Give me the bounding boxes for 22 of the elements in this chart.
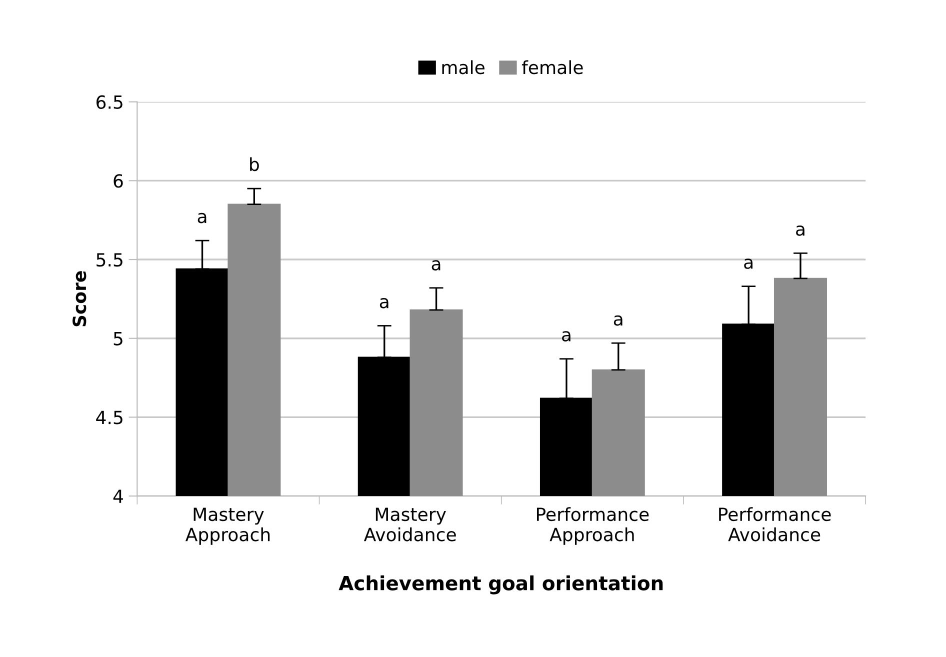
data-label: a [198, 212, 206, 224]
legend-label: male [442, 60, 484, 74]
data-label: a [562, 331, 570, 342]
x-axis-title: Achievement goal orientation [338, 575, 663, 594]
y-axis-title: Score [72, 271, 86, 326]
y-tick-label: 5.5 [96, 253, 122, 267]
x-tick-label: Mastery Approach [185, 508, 270, 545]
y-tick-label: 6.5 [96, 95, 122, 109]
y-tick-label: 6 [114, 174, 123, 188]
y-tick-label: 4 [113, 490, 123, 503]
data-label: a [744, 258, 752, 269]
y-tick-label: 4.5 [96, 410, 122, 424]
legend-label: female [522, 60, 583, 74]
y-tick-label: 5 [114, 332, 122, 346]
data-label: a [380, 298, 388, 308]
data-label: a [432, 260, 440, 271]
x-tick-label: Performance Avoidance [719, 507, 831, 542]
data-label: a [614, 315, 622, 326]
x-tick-label: Performance Approach [537, 507, 649, 545]
data-label: a [796, 225, 804, 236]
data-label: b [250, 157, 259, 172]
x-tick-label: Mastery Avoidance [364, 508, 456, 542]
